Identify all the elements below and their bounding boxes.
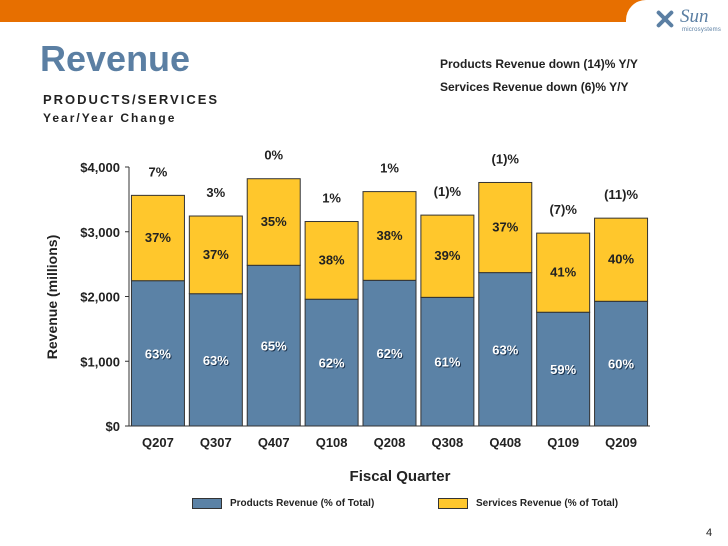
x-tick-label: Q308: [431, 435, 463, 450]
x-tick-label: Q207: [142, 435, 174, 450]
slide-title: Revenue: [40, 38, 191, 79]
legend-services-swatch: [438, 498, 468, 509]
bar-products: [362, 279, 417, 427]
products-pct-label-shadow: 59%: [551, 363, 577, 378]
bar-services: [246, 178, 301, 266]
products-pct-label-shadow: 63%: [204, 354, 230, 369]
legend-products-swatch: [192, 498, 222, 509]
x-tick-label: Q209: [605, 435, 637, 450]
bar-services: [188, 215, 243, 295]
services-pct-label: 38%: [376, 228, 402, 243]
products-pct-label-shadow: 63%: [493, 343, 519, 358]
products-pct-label: 65%: [261, 339, 287, 354]
subtitle-year-change: Year/Year Change: [43, 111, 177, 125]
x-tick-label: Q307: [200, 435, 232, 450]
bar-products: [304, 298, 359, 427]
x-tick-label: Q407: [258, 435, 290, 450]
yoy-change-label: 0%: [264, 148, 283, 163]
products-pct-label-shadow: 62%: [377, 347, 403, 362]
page-number: 4: [706, 527, 713, 539]
bar-products: [594, 300, 649, 427]
yoy-change-label: 7%: [149, 164, 168, 179]
services-pct-label: 41%: [550, 265, 576, 280]
y-tick-label: $2,000: [80, 290, 120, 305]
yoy-change-label: 1%: [380, 161, 399, 176]
bar-services: [304, 221, 359, 300]
services-pct-label: 38%: [319, 252, 345, 267]
bar-services: [420, 214, 475, 298]
products-pct-label: 62%: [319, 356, 345, 371]
products-pct-label-shadow: 65%: [262, 340, 288, 355]
bar-products: [478, 272, 533, 427]
bar-services: [478, 181, 533, 274]
products-pct-label: 63%: [203, 353, 229, 368]
products-pct-label: 63%: [145, 346, 171, 361]
yoy-change-label: 3%: [206, 185, 225, 200]
bar-services: [536, 232, 591, 313]
x-tick-label: Q208: [374, 435, 406, 450]
yoy-change-label: (7)%: [549, 202, 577, 217]
bar-services: [130, 194, 185, 282]
logo-subtext: microsystems: [682, 27, 722, 33]
subtitle-products-services: PRODUCTS/SERVICES: [43, 92, 220, 107]
products-pct-label: 59%: [550, 362, 576, 377]
sun-logo-icon: [656, 10, 674, 28]
products-pct-label: 61%: [434, 355, 460, 370]
yoy-change-label: (1)%: [434, 184, 462, 199]
y-tick-label: $1,000: [80, 354, 120, 369]
x-tick-label: Q408: [489, 435, 521, 450]
legend-services-label: Services Revenue (% of Total): [476, 498, 619, 509]
products-pct-label: 62%: [376, 346, 402, 361]
yoy-change-label: (1)%: [492, 151, 520, 166]
products-pct-label-shadow: 60%: [609, 358, 635, 373]
services-pct-label: 37%: [203, 247, 229, 262]
bar-products: [246, 264, 301, 427]
bar-products: [536, 311, 591, 427]
legend-products: Products Revenue (% of Total): [192, 498, 374, 509]
products-pct-label-shadow: 61%: [435, 356, 461, 371]
services-pct-label: 39%: [434, 248, 460, 263]
products-pct-label: 63%: [492, 342, 518, 357]
yoy-change-label: (11)%: [604, 187, 638, 202]
products-pct-label: 60%: [608, 357, 634, 372]
bar-services: [594, 217, 649, 302]
top-bar: [0, 0, 728, 22]
note-products-revenue: Products Revenue down (14)% Y/Y: [440, 57, 638, 71]
legend-products-label: Products Revenue (% of Total): [230, 498, 375, 509]
sun-logo: Sun microsystems: [654, 6, 722, 38]
bar-products: [420, 296, 475, 427]
y-tick-label: $3,000: [80, 225, 120, 240]
services-pct-label: 37%: [492, 220, 518, 235]
x-tick-label: Q109: [547, 435, 579, 450]
y-axis-title: Revenue (millions): [44, 235, 60, 359]
bar-services: [362, 191, 417, 281]
x-axis-title: Fiscal Quarter: [350, 468, 451, 485]
x-tick-label: Q108: [316, 435, 348, 450]
services-pct-label: 35%: [261, 214, 287, 229]
services-pct-label: 37%: [145, 230, 171, 245]
yoy-change-label: 1%: [322, 191, 341, 206]
products-pct-label-shadow: 62%: [320, 357, 346, 372]
services-pct-label: 40%: [608, 252, 634, 267]
products-pct-label-shadow: 63%: [146, 347, 172, 362]
bar-products: [130, 280, 185, 427]
note-services-revenue: Services Revenue down (6)% Y/Y: [440, 80, 629, 94]
y-tick-label: $4,000: [80, 160, 120, 175]
logo-word: Sun: [680, 6, 709, 27]
legend-services: Services Revenue (% of Total): [438, 498, 618, 509]
y-tick-label: $0: [106, 419, 120, 434]
logo-corner: [626, 0, 728, 42]
